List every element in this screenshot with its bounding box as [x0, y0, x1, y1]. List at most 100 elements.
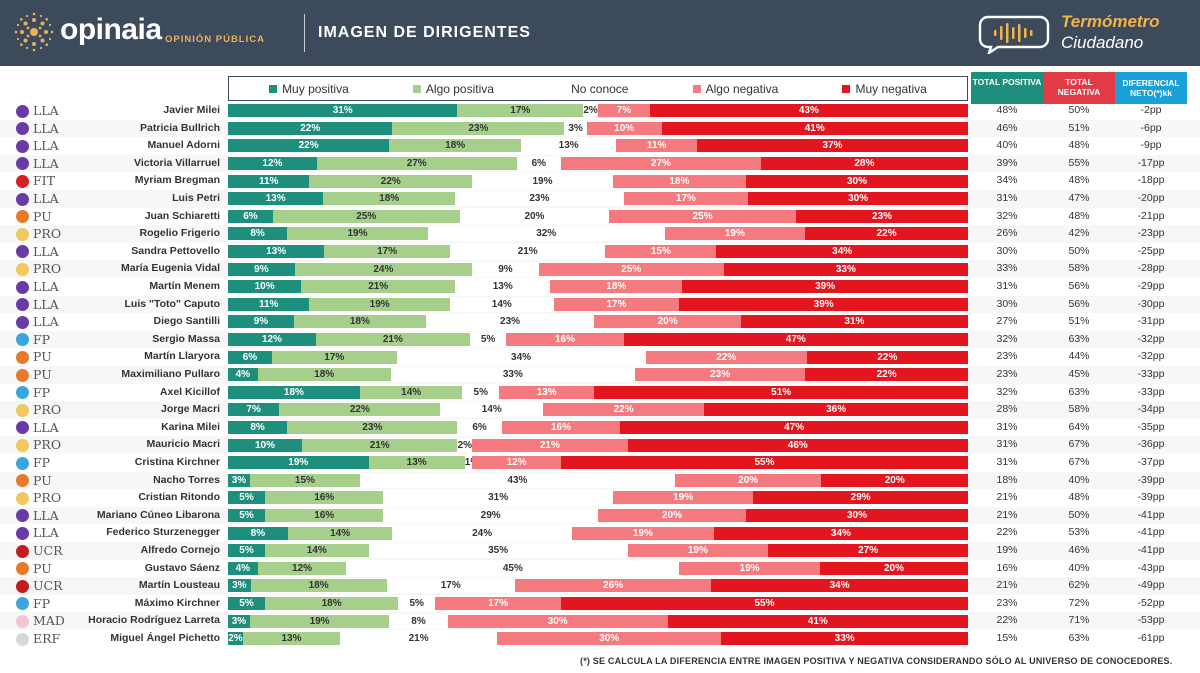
bar-segment: 22% [645, 350, 807, 364]
bar-segment: 41% [661, 121, 968, 135]
legend-label: Algo negativa [705, 81, 779, 96]
total-positive-value: 33% [996, 262, 1018, 275]
bar-segment: 14% [265, 544, 369, 558]
total-negative-value: 63% [1068, 332, 1090, 345]
bar-segment: 31% [228, 104, 458, 118]
party-dot-icon [16, 280, 29, 294]
chart-row: PRO Jorge Macri 7% 22% 14% 22% 36% 28% 58% -34pp [0, 401, 1200, 419]
stacked-bar: 6% 17% 34% 22% 22% [228, 349, 968, 365]
party-label: PU [33, 349, 52, 365]
bar-segment: 21% [315, 333, 470, 347]
total-negative-value: 72% [1068, 596, 1090, 609]
party-dot-icon [16, 298, 29, 312]
bar-segment: 3% [228, 473, 250, 487]
stacked-bar: 5% 14% 35% 19% 27% [228, 543, 968, 559]
net-differential-value: -39pp [1137, 491, 1165, 504]
party-label: FIT [33, 173, 55, 189]
bar-segment: 33% [390, 368, 635, 382]
bar-segment: 23% [635, 368, 806, 382]
header-bar: opinaia OPINIÓN PÚBLICA IMAGEN DE DIRIGE… [0, 0, 1200, 66]
party-dot-icon [16, 104, 29, 118]
bar-segment: 20% [821, 473, 968, 487]
total-positive-value: 21% [996, 579, 1018, 592]
legend-label: Muy negativa [855, 81, 927, 96]
bar-segment: 43% [359, 473, 675, 487]
party-label: PRO [33, 437, 62, 453]
total-negative-value: 46% [1068, 544, 1090, 556]
legend-label: Algo positiva [425, 81, 494, 96]
bar-segment: 22% [279, 403, 441, 417]
bar-segment: 30% [447, 614, 668, 628]
bar-segment: 34% [396, 350, 646, 364]
bar-segment: 8% [389, 614, 448, 628]
total-positive-value: 31% [996, 192, 1018, 204]
total-negative-value: 55% [1068, 156, 1090, 169]
bar-segment: 25% [272, 209, 460, 223]
party-dot-icon [16, 632, 29, 646]
total-positive-value: 31% [996, 456, 1018, 468]
chart-row: FP Cristina Kirchner 19%13%1%12%55% 31% 67% -… [0, 454, 1200, 472]
bar-segment: 27% [561, 157, 761, 171]
bar-segment: 10% [228, 280, 302, 294]
total-positive-value: 40% [996, 139, 1018, 152]
party-dot-icon [16, 456, 29, 470]
bar-segment: 46% [627, 438, 968, 452]
total-positive-value: 34% [996, 174, 1018, 187]
party-dot-icon [16, 262, 29, 276]
stacked-bar: 11% 19% 14% 17% 39% [228, 296, 968, 312]
net-differential-value: -20pp [1137, 192, 1165, 204]
net-differential-value: -17pp [1137, 156, 1165, 169]
net-differential-value: -34pp [1137, 403, 1165, 416]
net-differential-value: -23pp [1137, 227, 1165, 240]
chart-row: LLA Luis Petri 13% 18% 23% 17% 30% 31% 47% -20pp [0, 190, 1200, 208]
bar-segment: 25% [609, 209, 797, 223]
bar-segment: 4% [228, 561, 258, 575]
net-differential-value: -49pp [1137, 579, 1165, 592]
net-differential-value: -33pp [1137, 385, 1165, 398]
net-differential-value: -21pp [1137, 209, 1165, 222]
net-differential-value: -9pp [1140, 139, 1162, 152]
total-positive-value: 31% [996, 438, 1018, 451]
bar-segment: 47% [620, 421, 968, 435]
header-divider [304, 14, 305, 52]
chart-row: LLA Federico Sturzenegger 8% 14% 24% 19% 34% 22… [0, 524, 1200, 542]
party-label: LLA [33, 507, 59, 523]
bar-segment: 20% [820, 561, 968, 575]
bar-segment: 37% [696, 139, 968, 153]
net-differential-header: DIFERENCIAL NETO(*)kk [1115, 72, 1187, 104]
bar-segment: 30% [497, 632, 722, 646]
leader-name: Miguel Ángel Pichetto [110, 632, 220, 644]
bar-segment: 5% [228, 509, 265, 523]
bar-segment: 6% [228, 209, 273, 223]
stacked-bar: 7% 22% 14% 22% 36% [228, 402, 968, 418]
stacked-bar: 13% 18% 23% 17% 30% [228, 191, 968, 207]
chart-row: LLA Diego Santilli 9% 18% 23% 20% 31% 27% 51% -31… [0, 313, 1200, 331]
bar-segment: 5% [228, 491, 265, 505]
chart-row: LLA Sandra Pettovello 13% 17% 21% 15% 34% 30% 50… [0, 243, 1200, 261]
total-positive-value: 23% [996, 596, 1018, 609]
stacked-bar: 19%13%1%12%55% [228, 455, 968, 471]
opinaia-logo-icon [14, 12, 54, 52]
legend-label: Muy positiva [282, 81, 349, 96]
bar-segment: 23% [392, 121, 565, 135]
bar-segment: 15% [605, 245, 717, 259]
stacked-bar: 11% 22% 19% 18% 30% [228, 173, 968, 189]
party-dot-icon [16, 245, 29, 259]
party-label: LLA [33, 243, 59, 259]
chart-row: LLA Martín Menem 10% 21% 13% 18% 39% 31% 56% -29p… [0, 278, 1200, 296]
party-label: LLA [33, 314, 59, 330]
party-label: PRO [33, 490, 62, 506]
total-positive-header: TOTAL POSITIVA [971, 72, 1043, 104]
chart-row: PU Juan Schiaretti 6% 25% 20% 25% 23% 32% 48% -21… [0, 208, 1200, 226]
total-positive-value: 19% [996, 544, 1018, 556]
chart-row: PU Gustavo Sáenz 4% 12% 45% 19% 20% 16% 40% -43pp [0, 560, 1200, 578]
total-positive-value: 18% [996, 473, 1018, 486]
party-label: ERF [33, 631, 61, 646]
bar-segment: 21% [301, 280, 456, 294]
legend-label: No conoce [571, 81, 629, 96]
bar-segment: 20% [594, 315, 741, 329]
total-positive-value: 26% [996, 227, 1018, 240]
party-label: FP [33, 595, 51, 611]
legend-item: Algo positiva [412, 81, 494, 96]
total-positive-value: 16% [996, 561, 1018, 574]
